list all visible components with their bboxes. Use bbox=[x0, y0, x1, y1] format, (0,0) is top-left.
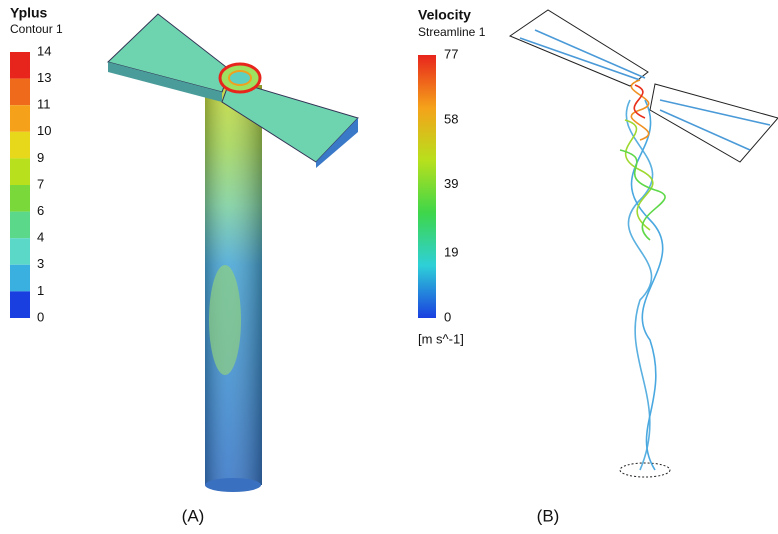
legend-title: Velocity bbox=[418, 7, 471, 23]
legend-band bbox=[10, 265, 30, 292]
legend-tick-label: 9 bbox=[37, 150, 44, 165]
legend-tick-label: 77 bbox=[444, 46, 458, 61]
legend-subtitle: Streamline 1 bbox=[418, 25, 486, 39]
legend-title: Yplus bbox=[10, 5, 48, 21]
caption: (B) bbox=[537, 506, 560, 525]
legend-tick-label: 13 bbox=[37, 70, 51, 85]
legend-subtitle: Contour 1 bbox=[10, 22, 63, 36]
legend-tick-label: 11 bbox=[37, 97, 51, 112]
legend-tick-label: 6 bbox=[37, 203, 44, 218]
legend-colorbar bbox=[418, 55, 436, 318]
legend-band bbox=[10, 291, 30, 318]
legend-tick-label: 7 bbox=[37, 176, 44, 191]
legend-band bbox=[10, 158, 30, 185]
legend-band bbox=[10, 105, 30, 132]
caption: (A) bbox=[182, 506, 205, 525]
legend-tick-label: 10 bbox=[37, 123, 51, 138]
legend-tick-label: 0 bbox=[444, 309, 451, 324]
legend-tick-label: 1 bbox=[37, 283, 44, 298]
legend-tick-label: 19 bbox=[444, 245, 458, 260]
legend-band bbox=[10, 79, 30, 106]
legend-tick-label: 58 bbox=[444, 111, 458, 126]
legend-unit: [m s^-1] bbox=[418, 331, 464, 346]
velocity-model bbox=[510, 10, 778, 477]
legend-band bbox=[10, 238, 30, 265]
legend-band bbox=[10, 132, 30, 159]
yplus-model bbox=[108, 14, 358, 492]
legend-tick-label: 14 bbox=[37, 43, 51, 58]
figure: YplusContour 1141311109764310(A)Velocity… bbox=[0, 0, 778, 529]
legend-tick-label: 0 bbox=[37, 309, 44, 324]
legend-band bbox=[10, 185, 30, 212]
legend-tick-label: 39 bbox=[444, 176, 458, 191]
legend-tick-label: 3 bbox=[37, 256, 44, 271]
legend-tick-label: 4 bbox=[37, 230, 44, 245]
legend-band bbox=[10, 52, 30, 79]
page: {"panels": [ {"legend_title": "Yplus", "… bbox=[0, 0, 778, 534]
legend-band bbox=[10, 212, 30, 239]
